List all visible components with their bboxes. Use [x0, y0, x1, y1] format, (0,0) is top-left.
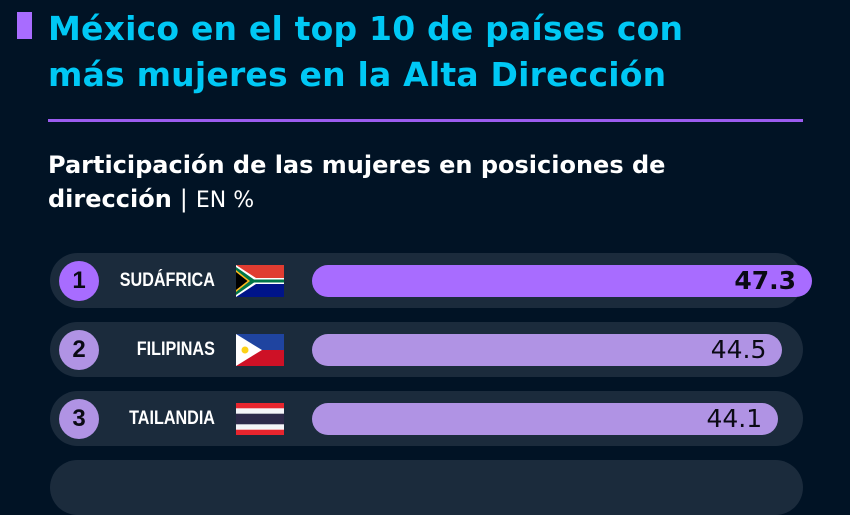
chart-subtitle: Participación de las mujeres en posicion… — [48, 148, 665, 218]
bar-row: 1 SUDÁFRICA 47.3 — [50, 253, 812, 308]
value-label: 44.1 — [706, 404, 763, 433]
subtitle-line-2: dirección — [48, 185, 172, 213]
south-africa-flag-icon — [236, 265, 284, 297]
title-line-2: más mujeres en la Alta Dirección — [48, 55, 667, 94]
value-label: 47.3 — [734, 266, 796, 295]
country-label: FILIPINAS — [136, 339, 215, 360]
subtitle-line-1: Participación de las mujeres en posicion… — [48, 151, 666, 179]
page-title: México en el top 10 de países con más muj… — [48, 6, 683, 98]
title-line-1: México en el top 10 de países con — [48, 9, 684, 48]
rank-badge: 3 — [59, 399, 99, 439]
rank-badge: 1 — [59, 261, 99, 301]
bar-row: 2 FILIPINAS 44.5 — [50, 322, 803, 377]
bar: 47.3 — [312, 265, 812, 297]
unit-label: EN % — [195, 188, 255, 213]
rank-badge: 2 — [59, 330, 99, 370]
bar: 44.1 — [312, 403, 779, 435]
thailand-flag-icon — [236, 403, 284, 435]
title-accent-marker — [17, 12, 32, 39]
value-label: 44.5 — [710, 335, 767, 364]
bar-row: 3 TAILANDIA 44.1 — [50, 391, 803, 446]
title-divider — [48, 119, 803, 122]
bar: 44.5 — [312, 334, 783, 366]
country-label: TAILANDIA — [129, 408, 215, 429]
bar-row-partial — [50, 460, 803, 515]
philippines-flag-icon — [236, 334, 284, 366]
country-label: SUDÁFRICA — [119, 270, 215, 291]
subtitle-separator: | — [179, 185, 188, 213]
